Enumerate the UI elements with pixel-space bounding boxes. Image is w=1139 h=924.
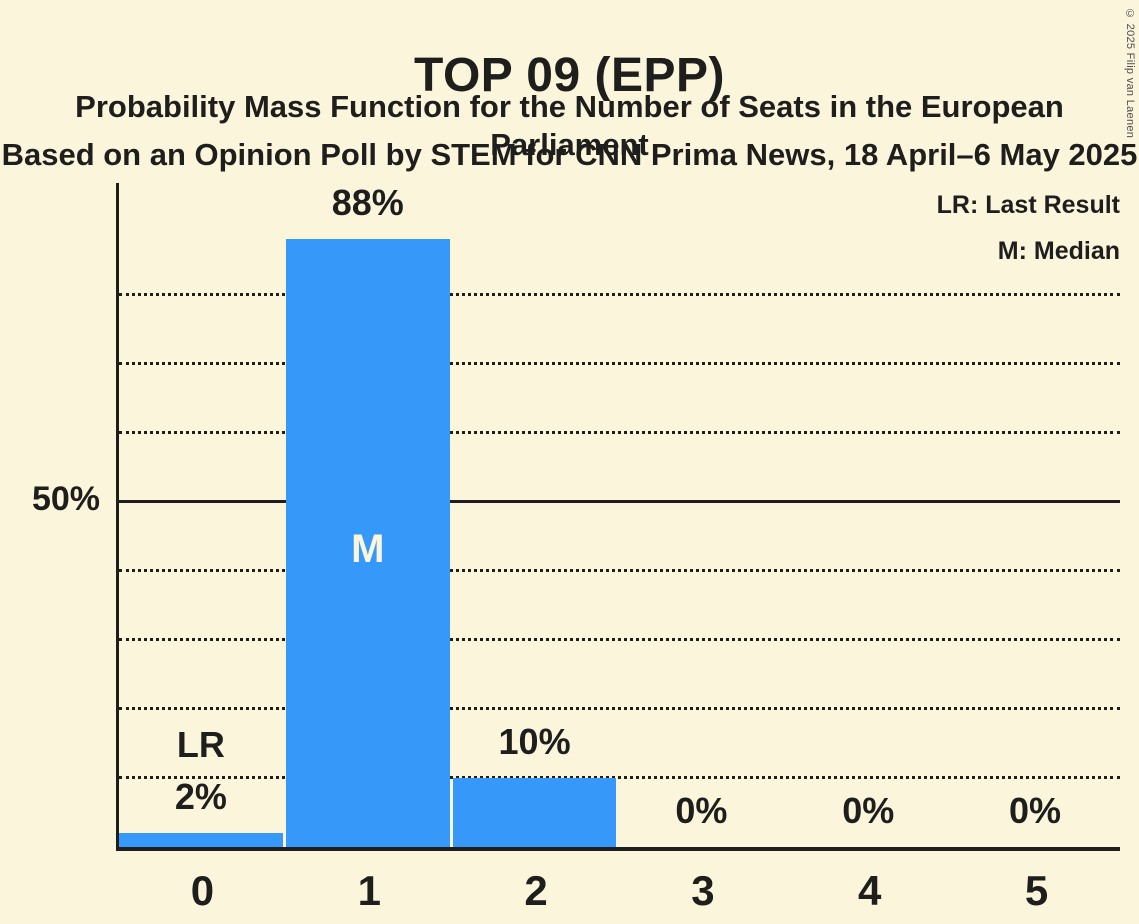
legend-median: M: Median [997, 237, 1120, 265]
plot-area: 2% LR 88% M 10% 0% 0% 0% [116, 181, 1120, 851]
page-title: TOP 09 (EPP) [413, 49, 725, 103]
x-tick-label-0: 0 [190, 867, 215, 914]
legend: LR: Last Result M: Median [937, 182, 1120, 274]
x-tick-label-3: 3 [691, 867, 715, 914]
gridline-40pct [119, 569, 1120, 573]
median-marker: M [351, 527, 385, 571]
bar-seats-2 [452, 777, 617, 847]
bar-value-label-2: 10% [498, 720, 571, 762]
bar-seats-0 [119, 833, 283, 847]
gridline-50pct [119, 500, 1120, 503]
bar-value-label-0: 2% [174, 776, 227, 818]
gridline-10pct [119, 776, 1120, 780]
copyright-notice: © 2025 Filip van Laenen [1124, 8, 1136, 139]
bar-columns: 2% LR 88% M 10% 0% 0% 0% [119, 181, 1120, 847]
gridline-70pct [119, 361, 1120, 365]
bar-value-label-3: 0% [675, 790, 728, 831]
bar-value-label-5: 0% [1009, 790, 1062, 831]
gridline-80pct [119, 292, 1120, 296]
chart-subtitle-line2: Based on an Opinion Poll by STEM for CNN… [1, 137, 1138, 172]
x-tick-label-4: 4 [858, 867, 882, 914]
bar-column-5: 0% [953, 183, 1120, 847]
bar-column-4: 0% [786, 183, 953, 847]
gridline-20pct [119, 707, 1120, 711]
chart-subtitle-line1: Probability Mass Function for the Number… [75, 89, 1064, 162]
x-axis-tick-row: 0 1 2 3 4 5 [119, 851, 1120, 913]
last-result-marker: LR [176, 724, 225, 766]
bar-column-0: 2% LR [119, 183, 286, 847]
gridline-60pct [119, 430, 1120, 434]
x-tick-label-5: 5 [1024, 867, 1049, 914]
legend-last-result: LR: Last Result [936, 191, 1120, 219]
bar-seats-1 [285, 238, 450, 847]
bar-column-1: 88% M [285, 181, 453, 847]
x-tick-label-1: 1 [357, 867, 381, 914]
x-tick-label-2: 2 [524, 867, 548, 914]
bar-column-2: 10% [452, 183, 620, 847]
bar-value-label-4: 0% [842, 790, 895, 831]
bar-column-3: 0% [619, 183, 786, 847]
gridline-30pct [119, 638, 1120, 642]
bar-value-label-1: 88% [331, 181, 404, 223]
y-axis-tick-50: 50% [31, 480, 100, 518]
